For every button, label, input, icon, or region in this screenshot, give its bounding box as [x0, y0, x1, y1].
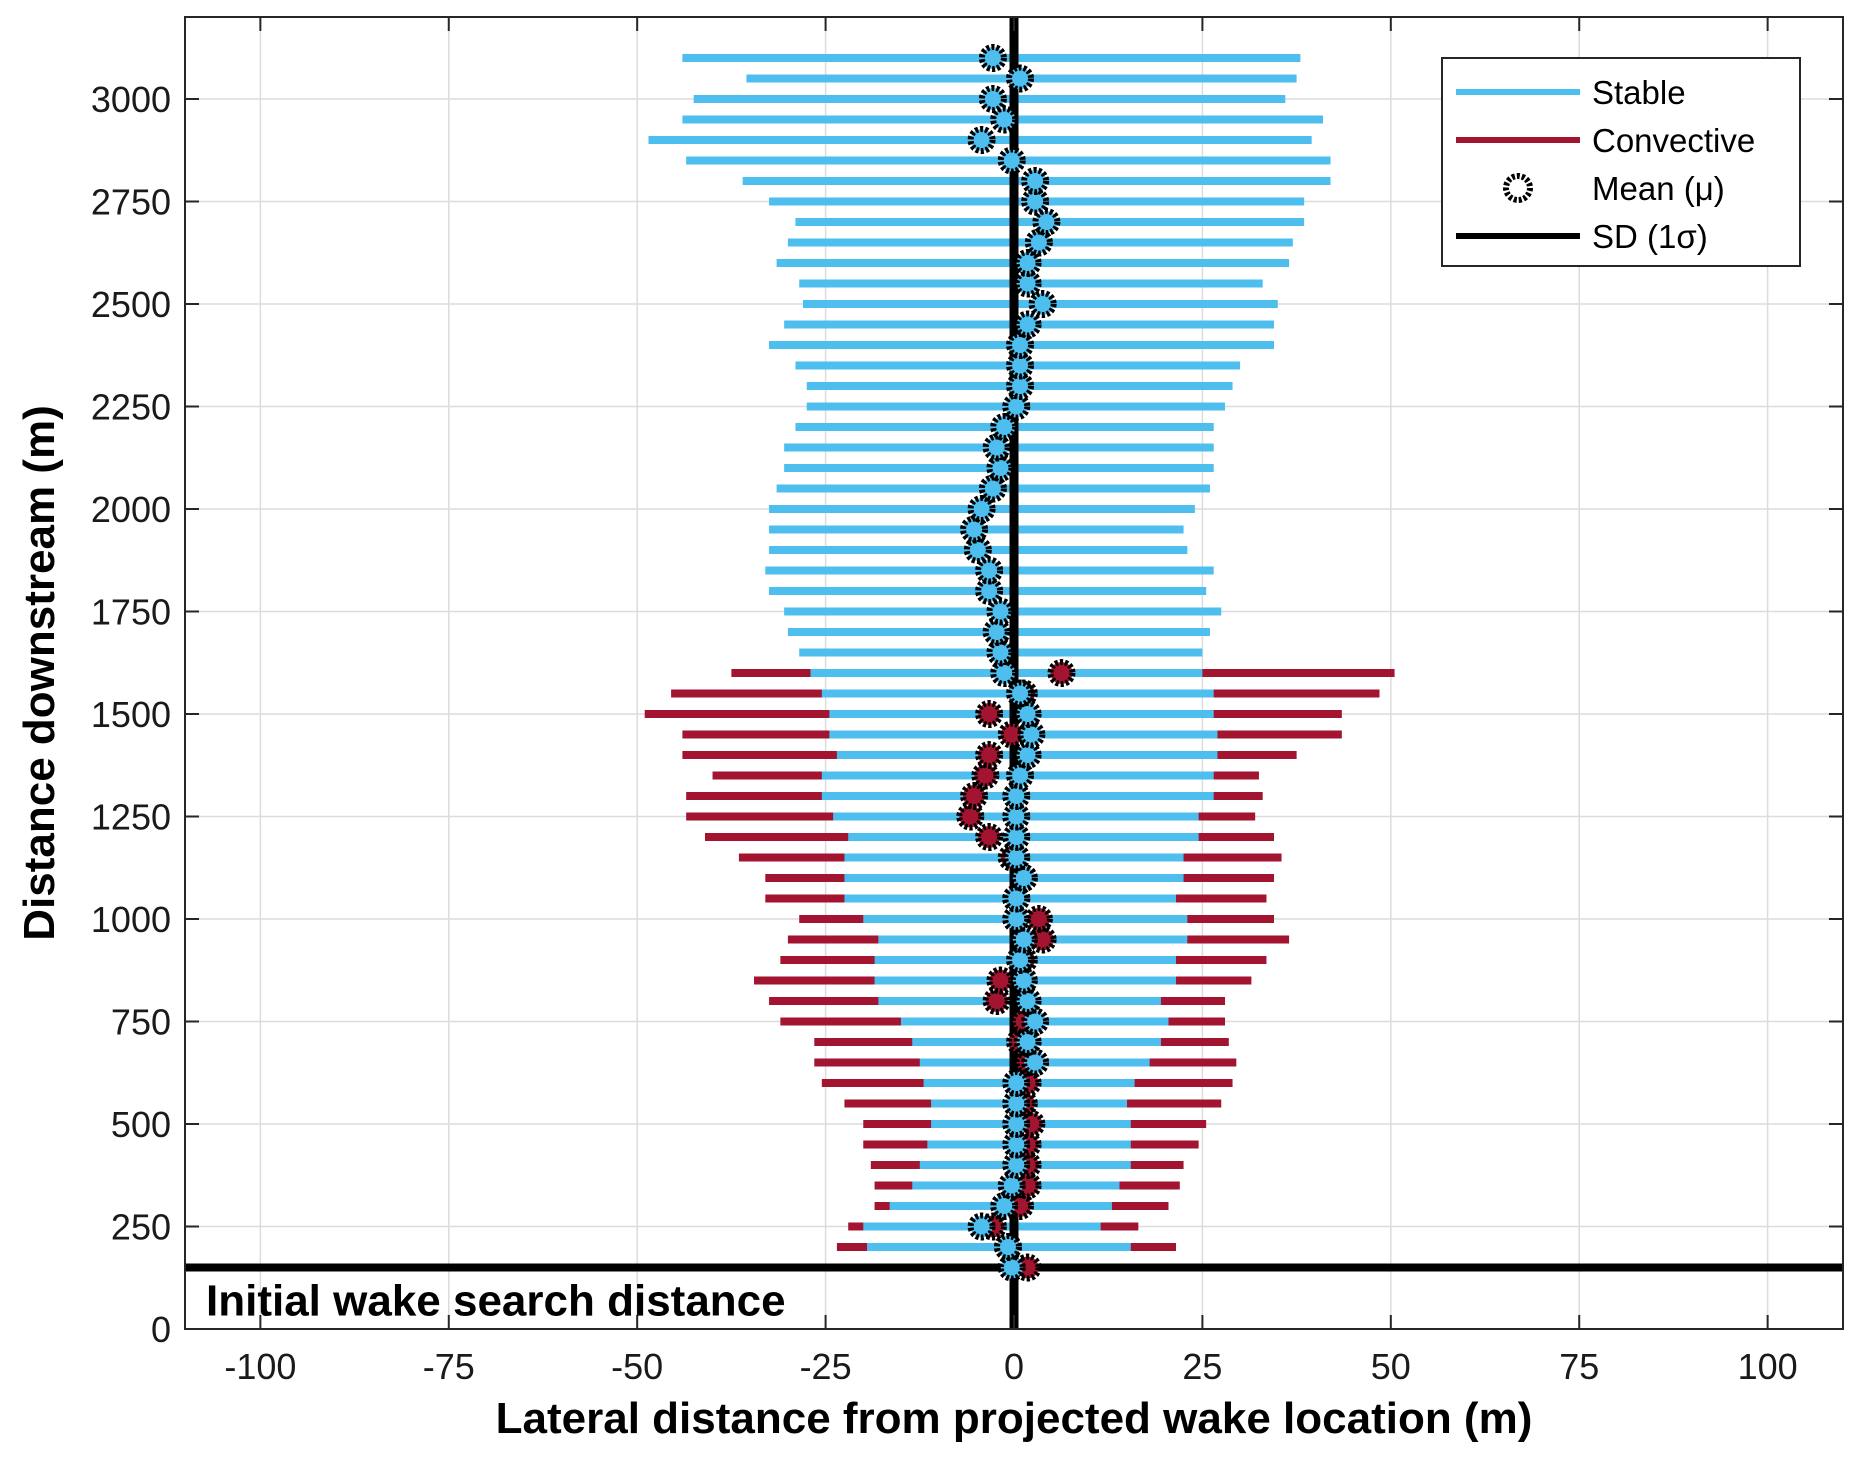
mean-marker-stable — [1006, 331, 1035, 359]
mean-marker-stable — [1021, 1007, 1050, 1036]
y-tick-label: 2250 — [91, 387, 171, 428]
mean-marker-stable — [1013, 1028, 1042, 1056]
y-tick-label: 0 — [151, 1309, 171, 1350]
mean-marker-convective — [975, 700, 1004, 728]
y-tick-label: 750 — [111, 1002, 171, 1043]
mean-marker-stable — [978, 85, 1007, 113]
mean-marker-stable — [993, 1233, 1022, 1261]
x-tick-label: -25 — [800, 1346, 852, 1387]
mean-marker-convective — [975, 823, 1004, 851]
mean-marker-stable — [1009, 925, 1038, 954]
y-tick-label: 1750 — [91, 592, 171, 633]
x-tick-label: -75 — [423, 1346, 475, 1387]
y-tick-label: 3000 — [91, 79, 171, 120]
mean-marker-stable — [1002, 884, 1031, 913]
legend-mean-marker — [1503, 173, 1533, 203]
mean-marker-stable — [986, 597, 1015, 626]
mean-marker-stable — [967, 1212, 996, 1241]
mean-marker-convective — [997, 720, 1026, 749]
y-tick-label: 250 — [111, 1207, 171, 1248]
mean-marker-stable — [1013, 700, 1042, 728]
mean-marker-stable — [978, 44, 1007, 72]
y-tick-label: 1500 — [91, 694, 171, 735]
x-tick-label: 50 — [1371, 1346, 1411, 1387]
axis-ticks: -100 -75 -50 -25 0 25 50 75 10002505007501000125… — [91, 17, 1843, 1387]
mean-marker-stable — [990, 105, 1019, 134]
mean-marker-stable — [1009, 864, 1038, 892]
legend-mean-label: Mean (μ) — [1592, 170, 1725, 207]
mean-marker-stable — [997, 146, 1026, 175]
mean-marker-stable — [978, 474, 1007, 503]
x-tick-label: -50 — [611, 1346, 663, 1387]
mean-marker-stable — [1028, 290, 1057, 318]
mean-marker-stable — [967, 126, 996, 154]
mean-marker-stable — [1013, 249, 1042, 277]
mean-marker-stable — [1013, 310, 1042, 339]
mean-markers — [956, 44, 1076, 1282]
mean-marker-stable — [1006, 761, 1035, 790]
mean-marker-stable — [1021, 167, 1050, 195]
y-tick-label: 2000 — [91, 489, 171, 530]
mean-marker-stable — [1006, 64, 1035, 93]
mean-marker-stable — [1006, 679, 1035, 708]
y-axis-title: Distance downstream (m) — [15, 405, 64, 940]
legend: Stable Convective Mean (μ) SD (1σ) — [1441, 57, 1801, 267]
mean-marker-convective — [1047, 659, 1076, 687]
mean-marker-convective — [960, 782, 989, 810]
mean-marker-stable — [982, 433, 1011, 462]
mean-marker-stable — [1032, 208, 1061, 236]
mean-marker-stable — [960, 515, 989, 544]
x-tick-label: 100 — [1738, 1346, 1798, 1387]
search-distance-annotation: Initial wake search distance — [206, 1277, 786, 1326]
legend-sd-label: SD (1σ) — [1592, 218, 1708, 255]
mean-marker-stable — [975, 556, 1004, 585]
mean-marker-stable — [1024, 228, 1053, 257]
mean-marker-convective — [975, 741, 1004, 769]
y-tick-label: 2500 — [91, 284, 171, 325]
mean-marker-stable — [1021, 1048, 1050, 1077]
x-tick-label: -100 — [224, 1346, 296, 1387]
legend-stable-label: Stable — [1592, 74, 1686, 111]
x-tick-label: 25 — [1182, 1346, 1222, 1387]
y-tick-label: 2750 — [91, 182, 171, 223]
mean-marker-stable — [1002, 1069, 1031, 1097]
mean-marker-convective — [1024, 905, 1053, 933]
mean-marker-stable — [990, 413, 1019, 441]
y-tick-label: 500 — [111, 1104, 171, 1145]
legend-convective-label: Convective — [1592, 122, 1755, 159]
x-tick-label: 75 — [1559, 1346, 1599, 1387]
mean-marker-stable — [990, 1192, 1019, 1220]
mean-marker-convective — [986, 966, 1015, 995]
mean-marker-stable — [967, 495, 996, 523]
y-tick-label: 1250 — [91, 797, 171, 838]
y-tick-label: 1000 — [91, 899, 171, 940]
x-axis-title: Lateral distance from projected wake loc… — [496, 1394, 1533, 1443]
x-tick-label: 0 — [1004, 1346, 1024, 1387]
